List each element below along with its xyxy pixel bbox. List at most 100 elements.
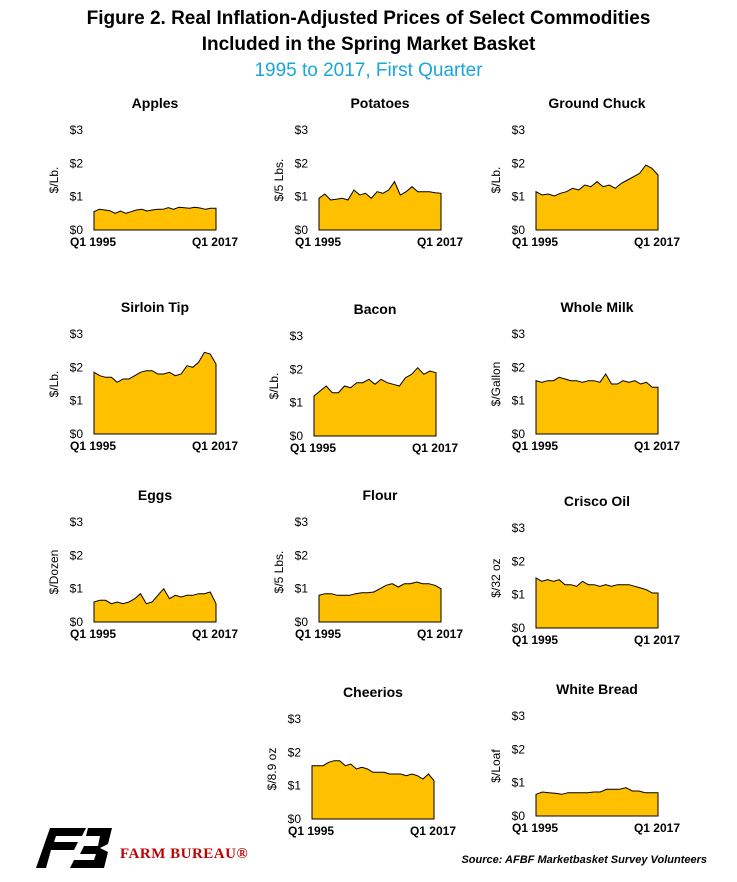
x-tick-label-end: Q1 2017 (410, 824, 456, 838)
chart-ground-chuck: Ground Chuck $0 $1 $2 $3 $/Lb. Q1 1995 Q1 2017 (482, 94, 707, 254)
y-tick-label: $2 (290, 362, 304, 376)
y-axis-label: $/5 Lbs. (272, 159, 286, 202)
y-tick-label: $0 (295, 223, 309, 237)
chart-cheerios-plot: Cheerios $0 $1 $2 $3 $/8.9 oz Q1 1995 Q1 2017 (265, 684, 456, 838)
chart-subtitle: 1995 to 2017, First Quarter (254, 60, 483, 81)
series-area (318, 180, 442, 231)
x-tick-label-start: Q1 1995 (512, 821, 558, 835)
y-axis-label: $/Gallon (489, 362, 503, 407)
chart-sirloin-tip: Sirloin Tip $0 $1 $2 $3 $/Lb. Q1 1995 Q1 2017 (40, 298, 265, 458)
y-tick-label: $0 (512, 621, 526, 635)
y-tick-label: $1 (70, 394, 84, 408)
chart-bacon-plot: Bacon $0 $1 $2 $3 $/Lb. Q1 1995 Q1 2017 (267, 301, 458, 455)
chart-sirloin-tip-title: Sirloin Tip (121, 299, 189, 315)
series-area (535, 373, 659, 435)
y-tick-label: $2 (70, 548, 84, 562)
x-tick-label-end: Q1 2017 (634, 821, 680, 835)
y-tick-label: $0 (288, 812, 302, 826)
y-tick-label: $1 (70, 190, 84, 204)
y-axis-label: $/Lb. (267, 373, 281, 400)
y-tick-label: $2 (512, 360, 526, 374)
farm-bureau-logo-icon (36, 828, 112, 868)
y-tick-label: $2 (288, 745, 302, 759)
x-tick-label-start: Q1 1995 (70, 235, 116, 249)
x-tick-label-end: Q1 2017 (192, 627, 238, 641)
y-tick-label: $3 (295, 515, 309, 529)
source-note: Source: AFBF Marketbasket Survey Volunte… (461, 854, 707, 866)
chart-apples: Apples $0 $1 $2 $3 $/Lb. Q1 1995 Q1 2017 (40, 94, 265, 254)
brand-name: FARM BUREAU® (120, 846, 249, 862)
series-area (93, 587, 217, 623)
chart-whole-milk-title: Whole Milk (560, 299, 633, 315)
chart-crisco-oil-title: Crisco Oil (564, 493, 630, 509)
y-axis-label: $/Lb. (47, 371, 61, 398)
x-tick-label-end: Q1 2017 (634, 439, 680, 453)
y-tick-label: $1 (512, 190, 526, 204)
chart-title-line1: Figure 2. Real Inflation-Adjusted Prices… (86, 8, 651, 29)
x-tick-label-start: Q1 1995 (512, 633, 558, 647)
y-tick-label: $2 (295, 156, 309, 170)
y-tick-label: $0 (295, 615, 309, 629)
x-tick-label-end: Q1 2017 (634, 633, 680, 647)
x-tick-label-start: Q1 1995 (295, 627, 341, 641)
y-axis-label: $/Lb. (47, 167, 61, 194)
y-tick-label: $0 (70, 615, 84, 629)
chart-flour-plot: Flour $0 $1 $2 $3 $/5 Lbs. Q1 1995 Q1 2017 (272, 487, 463, 641)
y-tick-label: $3 (288, 712, 302, 726)
y-tick-label: $2 (512, 554, 526, 568)
chart-potatoes-title: Potatoes (350, 95, 409, 111)
chart-eggs: Eggs $0 $1 $2 $3 $/Dozen Q1 1995 Q1 2017 (40, 486, 265, 646)
y-axis-label: $/Loaf (489, 749, 503, 783)
series-area (93, 351, 217, 435)
y-tick-label: $1 (290, 396, 304, 410)
y-tick-label: $0 (512, 427, 526, 441)
chart-bacon-title: Bacon (354, 301, 397, 317)
y-axis-label: $/5 Lbs. (272, 551, 286, 594)
x-tick-label-start: Q1 1995 (70, 439, 116, 453)
series-area (535, 164, 659, 231)
y-axis-label: $/Lb. (489, 167, 503, 194)
y-tick-label: $3 (512, 709, 526, 723)
y-tick-label: $1 (70, 582, 84, 596)
chart-apples-title: Apples (132, 95, 179, 111)
chart-potatoes-plot: Potatoes $0 $1 $2 $3 $/5 Lbs. Q1 1995 Q1 2017 (272, 95, 463, 249)
y-tick-label: $1 (295, 582, 309, 596)
chart-white-bread-plot: White Bread $0 $1 $2 $3 $/Loaf Q1 1995 Q1 2017 (489, 681, 680, 835)
chart-cheerios: Cheerios $0 $1 $2 $3 $/8.9 oz Q1 1995 Q1 2017 (258, 683, 483, 843)
y-tick-label: $1 (512, 394, 526, 408)
chart-ground-chuck-title: Ground Chuck (548, 95, 645, 111)
y-tick-label: $2 (295, 548, 309, 562)
series-area (535, 787, 659, 817)
y-tick-label: $3 (290, 329, 304, 343)
x-tick-label-end: Q1 2017 (417, 627, 463, 641)
chart-flour: Flour $0 $1 $2 $3 $/5 Lbs. Q1 1995 Q1 2017 (265, 486, 490, 646)
chart-eggs-title: Eggs (138, 487, 172, 503)
x-tick-label-end: Q1 2017 (192, 439, 238, 453)
chart-bacon: Bacon $0 $1 $2 $3 $/Lb. Q1 1995 Q1 2017 (260, 300, 485, 460)
chart-sirloin-tip-plot: Sirloin Tip $0 $1 $2 $3 $/Lb. Q1 1995 Q1 2017 (47, 299, 238, 453)
y-tick-label: $0 (70, 223, 84, 237)
y-tick-label: $3 (70, 123, 84, 137)
y-tick-label: $1 (512, 588, 526, 602)
chart-cheerios-title: Cheerios (343, 684, 403, 700)
x-tick-label-end: Q1 2017 (634, 235, 680, 249)
y-tick-label: $2 (70, 360, 84, 374)
y-tick-label: $1 (288, 779, 302, 793)
x-tick-label-start: Q1 1995 (290, 441, 336, 455)
x-tick-label-end: Q1 2017 (192, 235, 238, 249)
y-tick-label: $0 (290, 429, 304, 443)
series-area (318, 581, 442, 623)
x-tick-label-start: Q1 1995 (512, 439, 558, 453)
chart-ground-chuck-plot: Ground Chuck $0 $1 $2 $3 $/Lb. Q1 1995 Q1 2017 (489, 95, 680, 249)
x-tick-label-start: Q1 1995 (295, 235, 341, 249)
series-area (93, 206, 217, 231)
x-tick-label-start: Q1 1995 (70, 627, 116, 641)
y-tick-label: $2 (512, 156, 526, 170)
y-tick-label: $3 (295, 123, 309, 137)
x-tick-label-end: Q1 2017 (417, 235, 463, 249)
chart-crisco-oil: Crisco Oil $0 $1 $2 $3 $/32 oz Q1 1995 Q1 2017 (482, 492, 707, 652)
y-axis-label: $/32 oz (489, 558, 503, 597)
chart-eggs-plot: Eggs $0 $1 $2 $3 $/Dozen Q1 1995 Q1 2017 (47, 487, 238, 641)
y-tick-label: $3 (512, 123, 526, 137)
chart-potatoes: Potatoes $0 $1 $2 $3 $/5 Lbs. Q1 1995 Q1 2017 (265, 94, 490, 254)
